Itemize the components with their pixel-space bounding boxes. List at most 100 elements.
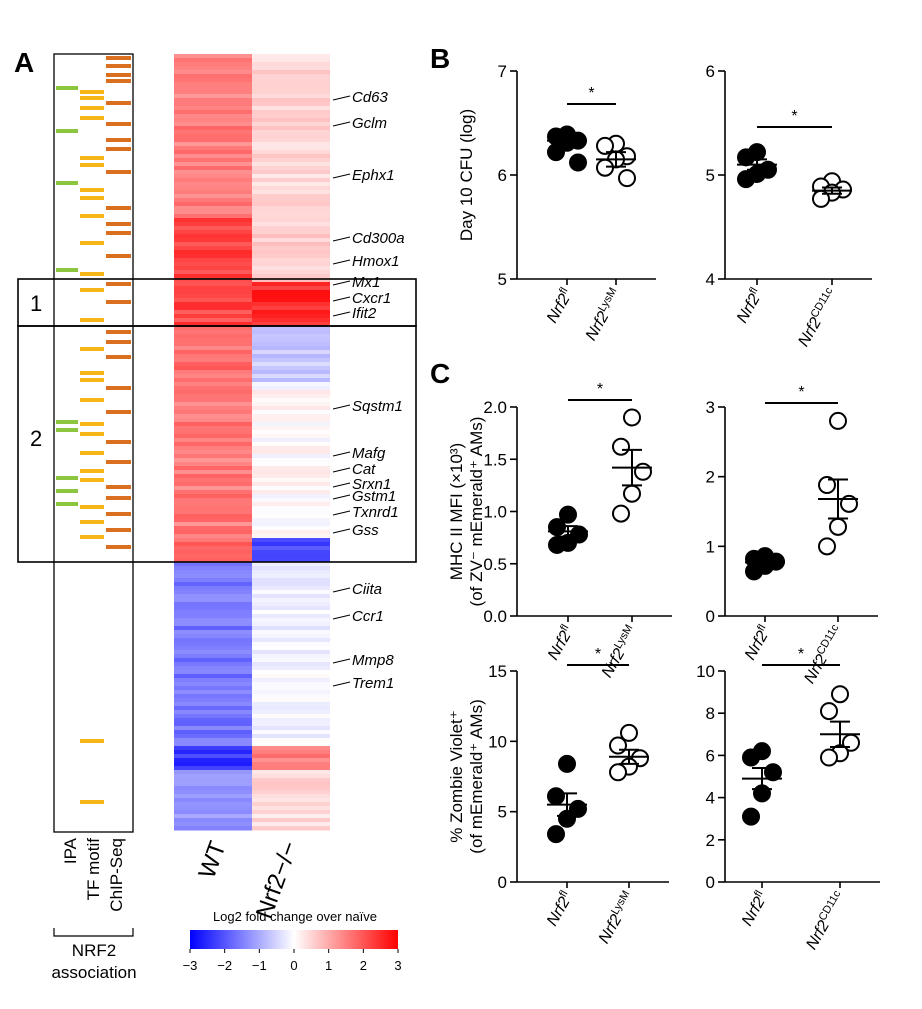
cluster-label-2: 2 (30, 426, 42, 451)
heatmap-cell-wt (174, 678, 252, 683)
heatmap-cell-wt (174, 462, 252, 467)
heatmap-cell-wt (174, 278, 252, 283)
association-label-line2: association (51, 963, 136, 982)
gene-label: Cxcr1 (352, 290, 391, 307)
y-tick-label: 2 (706, 831, 715, 850)
annotation-bar (106, 410, 131, 414)
annotation-bar (56, 489, 78, 493)
scatter-chart: 0 2 4 6 8 10 Nrf2fl Nrf2CD11c * (696, 646, 880, 953)
scatter-chart: 0.0 0.5 1.0 1.5 2.0 Nrf2fl Nrf2LysM MHC II MFI … (447, 381, 672, 681)
heatmap-cell-wt (174, 202, 252, 207)
heatmap-cell-wt (174, 54, 252, 59)
heatmap-cell-wt (174, 750, 252, 755)
gene-label: Mx1 (352, 274, 380, 291)
scatter-chart: 0 5 10 15 Nrf2fl Nrf2LysM % Zombie Violet⁺ (of … (447, 646, 669, 947)
heatmap-cell-ko (252, 118, 330, 123)
annotation-bar (80, 739, 104, 743)
heatmap-cell-wt (174, 314, 252, 319)
heatmap-cell-wt (174, 786, 252, 791)
data-point (623, 408, 641, 427)
heatmap-cell-ko (252, 54, 330, 59)
heatmap-cell-wt (174, 238, 252, 243)
heatmap-cell-wt (174, 606, 252, 611)
scatter-chart: 4 5 6 Nrf2fl Nrf2CD11c * (706, 62, 872, 350)
heatmap-cell-ko (252, 738, 330, 743)
annotation-bar (80, 272, 104, 276)
annotation-bar (106, 56, 131, 60)
heatmap-cell-wt (174, 442, 252, 447)
heatmap-cell-wt (174, 418, 252, 423)
heatmap-cell-wt (174, 654, 252, 659)
heatmap-cell-ko (252, 766, 330, 771)
gene-leader-line (332, 482, 351, 488)
heatmap-cell-ko (252, 438, 330, 443)
annotation-bar (106, 122, 131, 126)
y-tick-label: 0 (706, 873, 715, 892)
heatmap-cell-ko (252, 258, 330, 263)
annotation-bar (80, 505, 104, 509)
heatmap-cell-wt (174, 734, 252, 739)
data-point (818, 537, 836, 556)
heatmap-cell-ko (252, 774, 330, 779)
heatmap-cell-wt (174, 562, 252, 567)
data-point (742, 748, 760, 767)
heatmap-cell-wt (174, 650, 252, 655)
heatmap-cell-ko (252, 454, 330, 459)
heatmap-cell-ko (252, 270, 330, 275)
x-tick-label: Nrf2fl (542, 286, 576, 326)
annotation-bar (106, 485, 131, 489)
colorbar-tick-label: 2 (360, 958, 367, 973)
heatmap-cell-wt (174, 82, 252, 87)
heatmap-cell-ko (252, 110, 330, 115)
annotation-box (53, 53, 134, 833)
heatmap-cell-wt (174, 778, 252, 783)
heatmap-cell-ko (252, 378, 330, 383)
annotation-bar (80, 378, 104, 382)
annotation-bar (80, 214, 104, 218)
heatmap-cell-ko (252, 158, 330, 163)
annotation-bar (80, 318, 104, 322)
heatmap-cell-ko (252, 646, 330, 651)
heatmap-cell-ko (252, 570, 330, 575)
heatmap-cell-wt (174, 258, 252, 263)
y-axis-label: % Zombie Violet⁺ (447, 710, 466, 842)
annotation-bar (80, 451, 104, 455)
data-point (547, 143, 565, 162)
heatmap-cell-ko (252, 310, 330, 315)
heatmap-cell-wt (174, 126, 252, 131)
heatmap-cell-ko (252, 286, 330, 291)
heatmap-cell-ko (252, 754, 330, 759)
data-point (820, 702, 838, 721)
heatmap-cell-ko (252, 778, 330, 783)
cluster-box-2 (17, 325, 417, 563)
heatmap-cell-ko (252, 386, 330, 391)
heatmap-cell-wt (174, 534, 252, 539)
heatmap-cell-ko (252, 598, 330, 603)
annotation-bar (80, 163, 104, 167)
heatmap-cell-wt (174, 382, 252, 387)
heatmap-cell-ko (252, 178, 330, 183)
y-tick-label: 6 (498, 166, 507, 185)
heatmap-cell-wt (174, 234, 252, 239)
y-tick-label: 10 (488, 732, 507, 751)
gene-label: Ccr1 (352, 608, 384, 625)
heatmap-cell-wt (174, 222, 252, 227)
gene-label: Cd63 (352, 89, 389, 106)
heatmap-cell-ko (252, 670, 330, 675)
heatmap-cell-wt (174, 758, 252, 763)
heatmap-cell-wt (174, 122, 252, 127)
heatmap-cell-wt (174, 726, 252, 731)
heatmap-cell-ko (252, 230, 330, 235)
heatmap-cell-ko (252, 74, 330, 79)
heatmap-cell-ko (252, 702, 330, 707)
annotation-bar (80, 241, 104, 245)
heatmap-cell-ko (252, 510, 330, 515)
annotation-bars (56, 56, 131, 804)
y-axis-label: Day 10 CFU (log) (457, 109, 476, 241)
heatmap-cell-wt (174, 394, 252, 399)
data-point (620, 723, 638, 742)
data-point (818, 476, 836, 495)
heatmap-cell-ko (252, 562, 330, 567)
heatmap-cell-wt (174, 346, 252, 351)
